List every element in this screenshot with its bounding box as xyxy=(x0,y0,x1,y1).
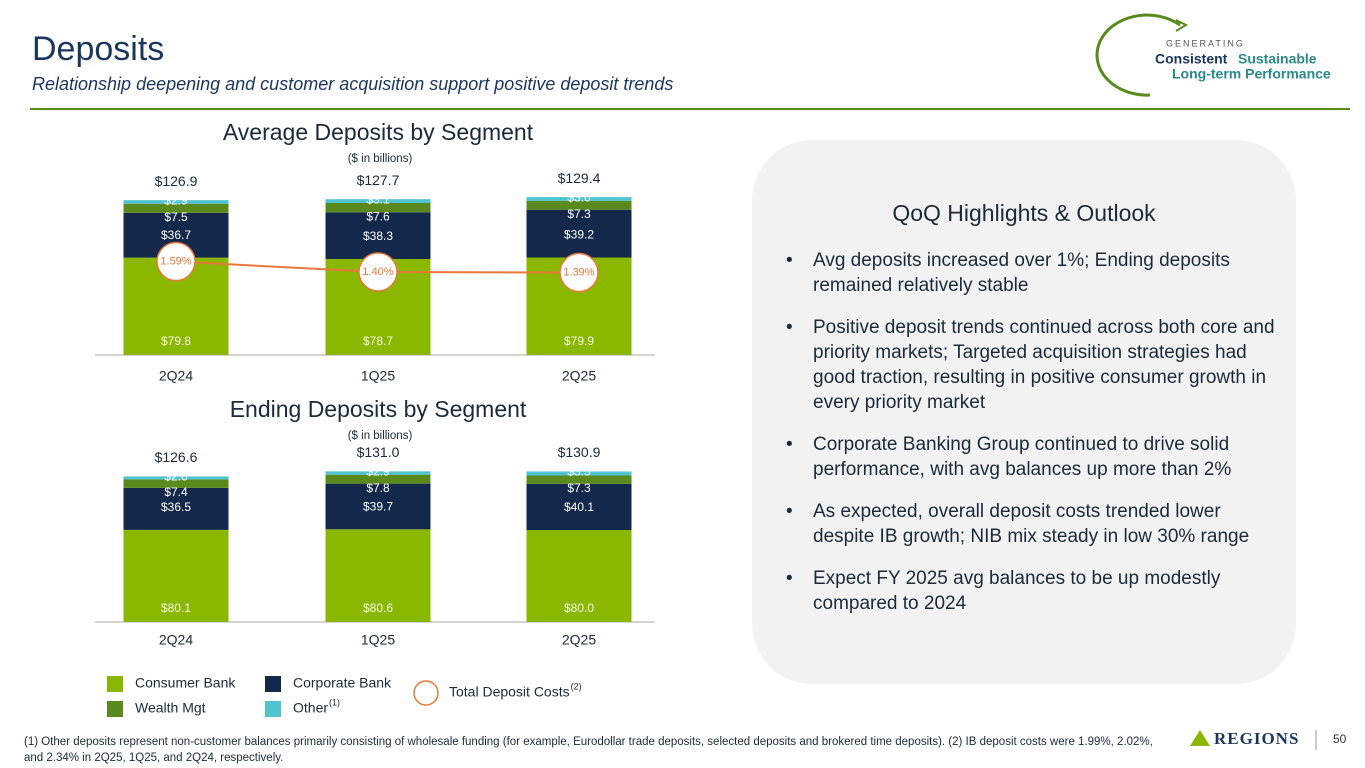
total-label: $130.9 xyxy=(558,444,601,460)
bar-segment xyxy=(325,212,431,259)
x-tick-label: 2Q24 xyxy=(159,632,193,648)
cost-marker xyxy=(358,252,398,292)
bar-segment xyxy=(325,483,431,530)
total-label: $126.6 xyxy=(155,449,198,465)
chart-subtitle: ($ in billions) xyxy=(348,153,413,165)
legend-note: (1) xyxy=(329,697,340,707)
legend-swatch xyxy=(107,701,123,717)
logo-text: Sustainable xyxy=(1238,51,1317,67)
logo-arrow xyxy=(1175,19,1189,32)
data-label: $7.4 xyxy=(164,485,188,499)
bar-segment xyxy=(526,483,632,530)
bar-segment xyxy=(123,487,229,530)
data-label: $3.5 xyxy=(567,465,591,479)
chart-title: Ending Deposits by Segment xyxy=(230,396,527,422)
bar-segment xyxy=(526,200,632,210)
total-label: $127.7 xyxy=(357,172,400,188)
legend-swatch xyxy=(107,676,123,692)
logo-text: Consistent xyxy=(1155,51,1228,67)
chart-title: Average Deposits by Segment xyxy=(223,119,534,145)
x-tick-label: 2Q25 xyxy=(562,632,596,648)
highlights-title: QoQ Highlights & Outlook xyxy=(892,200,1156,226)
bar-segment xyxy=(325,474,431,484)
cost-label: 1.59% xyxy=(160,255,191,267)
data-label: $80.0 xyxy=(564,601,594,615)
page-number: 50 xyxy=(1333,732,1347,746)
legend-label: Corporate Bank xyxy=(293,675,392,691)
cost-marker xyxy=(559,252,599,293)
bar-segment xyxy=(325,199,431,203)
bullet: Expect FY 2025 avg balances to be up mod… xyxy=(786,566,1276,616)
highlights-list: Avg deposits increased over 1%; Ending d… xyxy=(786,248,1276,633)
total-label: $129.4 xyxy=(558,170,601,186)
data-label: $3.0 xyxy=(567,190,591,204)
bar-segment xyxy=(123,203,229,213)
bar-segment xyxy=(123,529,229,622)
data-label: $7.3 xyxy=(567,207,591,221)
cost-label: 1.39% xyxy=(563,266,594,278)
data-label: $7.6 xyxy=(366,209,390,223)
bar-segment xyxy=(325,471,431,475)
total-label: $131.0 xyxy=(357,444,400,460)
legend-swatch xyxy=(413,680,439,706)
logo-text: GENERATING xyxy=(1166,38,1245,48)
data-label: $7.5 xyxy=(164,210,188,224)
bar-segment xyxy=(123,476,229,480)
cost-label: 1.40% xyxy=(362,266,393,278)
x-tick-label: 2Q25 xyxy=(562,368,596,384)
bar-segment xyxy=(526,471,632,476)
legend-label: Other xyxy=(293,700,328,716)
bullet: Avg deposits increased over 1%; Ending d… xyxy=(786,248,1276,298)
chart-subtitle: ($ in billions) xyxy=(348,430,413,442)
data-label: $79.9 xyxy=(564,334,594,348)
bar-segment xyxy=(526,197,632,201)
legend-swatch xyxy=(265,676,281,692)
data-label: $39.2 xyxy=(564,228,594,242)
footnote: (1) Other deposits represent non-custome… xyxy=(24,736,1153,764)
data-label: $7.8 xyxy=(366,481,390,495)
x-tick-label: 1Q25 xyxy=(361,632,395,648)
subtitle: Relationship deepening and customer acqu… xyxy=(32,74,674,94)
bar-segment xyxy=(123,479,229,488)
x-tick-label: 2Q24 xyxy=(159,368,193,384)
bar-segment xyxy=(526,530,632,622)
bar-segment xyxy=(526,209,632,258)
logo-arc xyxy=(1095,13,1181,97)
bullet: As expected, overall deposit costs trend… xyxy=(786,499,1276,549)
data-label: $7.3 xyxy=(567,481,591,495)
bar-segment xyxy=(325,529,431,622)
bar-segment xyxy=(325,202,431,213)
data-label: $38.3 xyxy=(363,229,393,243)
data-label: $36.5 xyxy=(161,500,191,514)
brand: REGIONS xyxy=(1214,729,1299,748)
legend-label: Wealth Mgt xyxy=(135,700,206,716)
bar-segment xyxy=(526,475,632,484)
data-label: $79.8 xyxy=(161,334,191,348)
total-label: $126.9 xyxy=(155,173,198,189)
data-label: $39.7 xyxy=(363,499,393,513)
title: Deposits xyxy=(32,30,165,68)
data-label: $2.9 xyxy=(164,193,188,207)
legend-swatch xyxy=(265,701,281,717)
data-label: $36.7 xyxy=(161,228,191,242)
data-label: $78.7 xyxy=(363,334,393,348)
bar-segment xyxy=(123,200,229,204)
data-label: $3.1 xyxy=(366,192,390,206)
legend-label: Consumer Bank xyxy=(135,675,236,691)
logo-text: Long-term Performance xyxy=(1172,66,1331,82)
bullet: Corporate Banking Group continued to dri… xyxy=(786,432,1276,482)
x-tick-label: 1Q25 xyxy=(361,368,395,384)
data-label: $80.1 xyxy=(161,601,191,615)
data-label: $2.9 xyxy=(366,465,390,479)
bullet: Positive deposit trends continued across… xyxy=(786,315,1276,415)
legend-label: Total Deposit Costs xyxy=(449,684,570,700)
data-label: $40.1 xyxy=(564,500,594,514)
data-label: $80.6 xyxy=(363,601,393,615)
data-label: $2.6 xyxy=(164,470,188,484)
cost-marker xyxy=(156,241,196,282)
brand-icon xyxy=(1190,730,1210,746)
legend-note: (2) xyxy=(571,681,582,691)
